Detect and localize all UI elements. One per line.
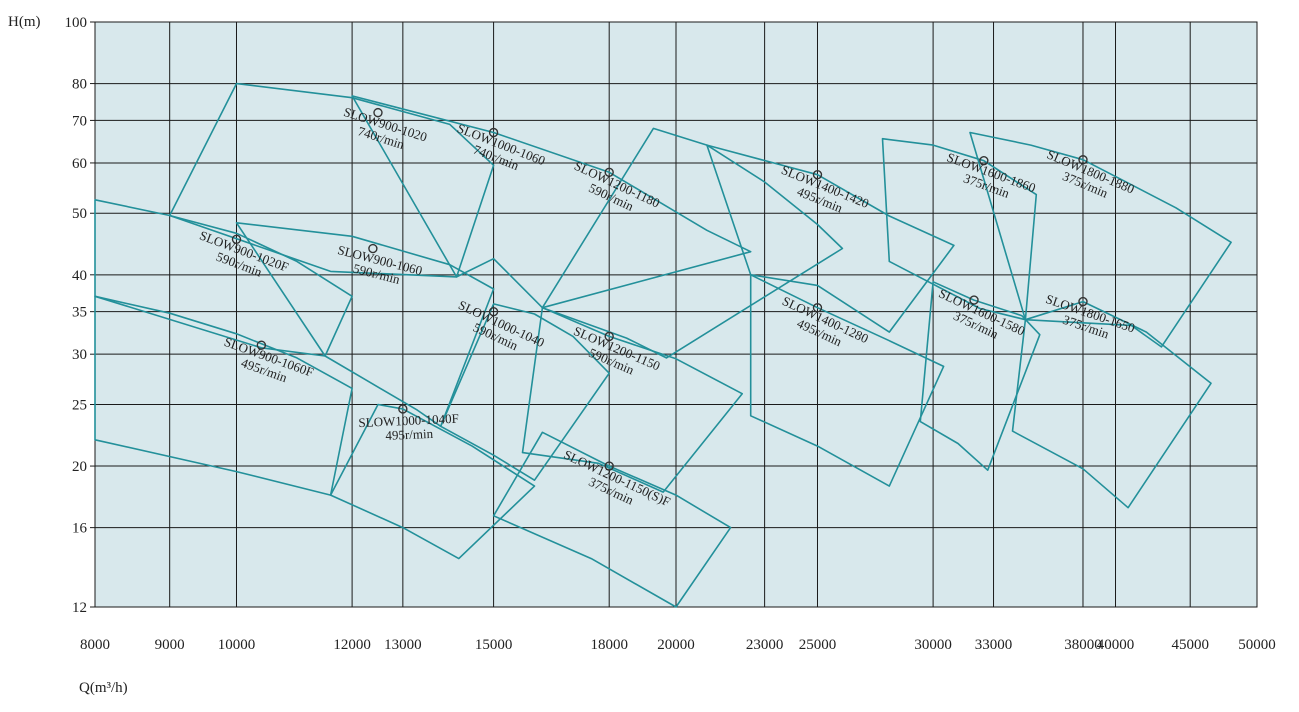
curve-envelope-slow1600-1580 (919, 281, 1041, 471)
series-slow1800-1650 (1011, 296, 1212, 509)
y-tick-label: 100 (65, 15, 88, 31)
curve-envelope-slow1800-1880 (969, 131, 1232, 348)
x-tick-label: 40000 (1097, 637, 1135, 653)
bep-point-slow1200-1150 (604, 331, 614, 342)
series-slow1600-1580 (919, 281, 1041, 471)
x-tick-label: 25000 (799, 637, 837, 653)
series-slow1000-1040f (329, 403, 536, 560)
x-tick-label: 13000 (384, 637, 422, 653)
y-tick-label: 12 (72, 600, 87, 616)
curve-envelope-slow900-1060 (235, 222, 495, 428)
x-tick-label: 38000 (1064, 637, 1102, 653)
bep-point-slow1000-1040 (488, 306, 499, 317)
y-tick-label: 25 (72, 397, 87, 413)
bep-point-slow1800-1650 (1078, 296, 1088, 307)
y-tick-label: 70 (72, 113, 87, 129)
x-tick-label: 8000 (80, 637, 110, 653)
y-axis-label: H(m) (8, 14, 41, 30)
bep-point-slow900-1020 (373, 107, 383, 118)
curve-envelope-slow900-1020 (168, 82, 495, 278)
y-tick-label: 30 (72, 347, 87, 363)
curve-envelope-slow1800-1650 (1011, 300, 1212, 509)
curve-envelope-slow1400-1420 (706, 144, 955, 333)
x-tick-label: 18000 (590, 637, 628, 653)
bep-point-slow1200-1180 (604, 167, 614, 177)
series-slow900-1060 (235, 222, 495, 428)
bep-point-slow1600-1580 (969, 295, 979, 305)
series-slow1400-1280 (749, 274, 945, 487)
x-tick-label: 15000 (475, 637, 513, 653)
series-slow900-1020f (94, 199, 353, 357)
bep-point-slow1400-1280 (812, 303, 823, 313)
series-name-label: SLOW1000-1040F (358, 411, 459, 430)
y-tick-label: 80 (72, 77, 87, 93)
series-slow900-1060f (94, 295, 353, 496)
curve-envelope-slow1600-1860 (881, 137, 1038, 321)
y-tick-label: 35 (72, 305, 87, 321)
bep-point-slow900-1020f (231, 234, 242, 244)
bep-point-slow1200-1150-s-f (604, 461, 614, 471)
x-tick-label: 10000 (218, 637, 256, 653)
series-slow1200-1150-s-f (492, 431, 732, 608)
series-slow1000-1060 (351, 95, 752, 309)
curve-envelope-slow900-1060f (94, 295, 353, 496)
bep-point-slow1600-1860 (979, 155, 989, 166)
x-tick-label: 20000 (657, 637, 695, 653)
curve-envelope-slow1000-1060 (351, 95, 752, 309)
bep-point-slow1400-1420 (812, 169, 823, 180)
series-slow1000-1040 (439, 303, 610, 481)
x-tick-label: 12000 (333, 637, 371, 653)
bep-point-slow900-1060 (368, 243, 378, 254)
x-axis-label: Q(m³/h) (79, 680, 128, 696)
y-tick-label: 40 (72, 268, 87, 284)
y-tick-label: 20 (72, 459, 87, 475)
series-slow1400-1420 (706, 144, 955, 333)
x-tick-label: 30000 (914, 637, 952, 653)
x-tick-label: 9000 (155, 637, 185, 653)
x-tick-label: 45000 (1171, 637, 1209, 653)
series-speed-label: 495r/min (385, 426, 434, 443)
x-tick-label: 23000 (746, 637, 784, 653)
curve-envelope-slow1400-1280 (749, 274, 945, 487)
x-tick-label: 33000 (975, 637, 1013, 653)
y-tick-label: 50 (72, 206, 87, 222)
bep-point-slow900-1060f (256, 340, 267, 350)
curve-envelope-slow1000-1040 (439, 303, 610, 481)
curve-envelope-slow900-1020f (94, 199, 353, 357)
bep-point-slow1800-1880 (1078, 155, 1088, 165)
y-tick-label: 16 (72, 521, 88, 537)
curve-envelope-slow1200-1150 (521, 306, 743, 493)
series-slow1200-1180 (541, 127, 844, 359)
series-slow900-1020 (168, 82, 495, 278)
series-slow1800-1880 (969, 131, 1232, 348)
bep-point-slow1000-1060 (488, 127, 499, 138)
curve-envelope-slow1200-1150-s-f (492, 431, 732, 608)
series-slow1200-1150 (521, 306, 743, 493)
x-tick-label: 50000 (1238, 637, 1276, 653)
curve-envelope-slow1200-1180 (541, 127, 844, 359)
y-tick-label: 60 (72, 156, 87, 172)
series-slow1600-1860 (881, 137, 1038, 321)
bep-point-slow1000-1040f (398, 404, 408, 414)
curve-envelope-slow1000-1040f (329, 403, 536, 560)
